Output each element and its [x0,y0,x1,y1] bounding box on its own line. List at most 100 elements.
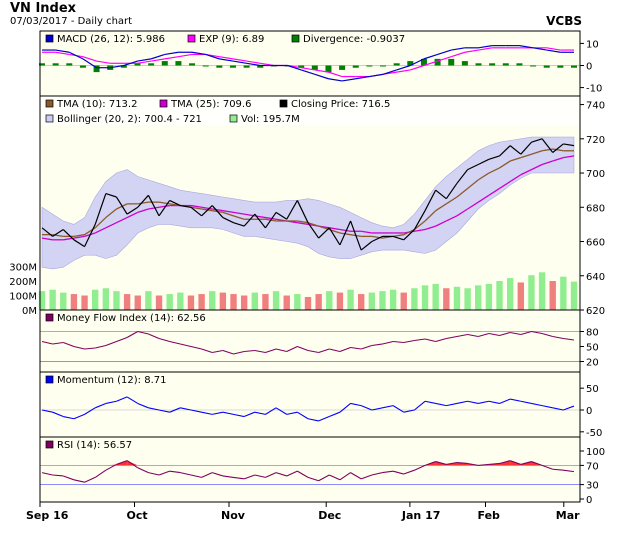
macd-exp-line-seg [410,64,425,71]
closing-price-line [41,138,575,251]
rsi-tick-label: 100 [586,447,605,458]
mfi-line-seg [95,344,106,349]
mfi-line-seg [275,348,287,353]
macd-line-seg [232,60,247,64]
closing-price-line-seg [211,205,224,218]
mfi-line-seg [222,349,234,355]
tma10-line-seg [435,203,447,212]
price-tick-label: 680 [586,203,605,214]
mfi-line-seg [403,339,415,344]
closing-price-line-seg [84,224,96,247]
panel-border-rsi [39,436,581,503]
rsi-line-seg [467,462,479,466]
volume-bar [134,295,141,310]
momentum-line-seg [350,402,362,407]
rsi-overbought-fill [105,464,117,466]
macd-exp-line-seg [137,60,152,64]
tma10-line-seg [105,208,117,219]
mfi-line-seg [105,340,117,347]
mfi-line-seg [307,349,319,354]
macd-line-seg [123,60,138,67]
tma10-line-seg [137,201,149,205]
rsi-line-seg [265,472,277,478]
mfi-tick-label: 20 [586,358,599,369]
tma25-line-seg [531,163,543,171]
rsi-line-seg [201,472,213,478]
momentum-tick-label: 50 [586,384,599,395]
rsi-legend-label: RSI (14): 56.57 [57,440,132,451]
mfi-line-seg [424,338,436,343]
tma25-line-seg [105,222,117,229]
mfi-line-seg [510,331,521,336]
closing-price-line-seg [467,163,479,171]
mfi-line-seg [520,330,532,336]
momentum-line-seg [541,405,553,409]
momentum-line-seg [212,411,223,415]
rsi-overbought-fill [127,460,138,466]
mfi-line-seg [488,332,500,337]
rsi-line-seg [318,474,330,482]
macd-divergence-bar [243,65,250,68]
mfi-line-seg [84,347,96,350]
rsi-line-seg [329,474,341,481]
closing-price-line-seg [73,239,85,248]
closing-price-line-seg [115,196,128,215]
macd-exp-line-seg [55,51,70,56]
tma25-line-seg [339,228,351,232]
tma10-line-seg [531,150,543,155]
momentum-line-seg [392,405,405,413]
closing-price-line-seg [392,235,404,241]
tma25-line-seg [158,204,170,208]
tma25-line-seg [212,208,223,212]
momentum-line-seg [233,413,245,418]
tma25-line-seg [329,227,341,231]
rsi-line-seg [371,472,383,476]
macd-exp-line-seg [246,60,261,64]
momentum-line-seg [158,409,170,413]
rsi-line-seg [63,475,75,481]
macd-line-seg [396,64,411,71]
x-axis-tick-label: Dec [318,509,341,522]
closing-price-line-seg [488,155,500,160]
mfi-line-seg [339,346,351,353]
mfi-line-seg [244,349,255,353]
tma25-line-seg [446,215,458,222]
volume-bar [102,288,110,310]
tma25-line [41,155,575,241]
volume-bar [283,295,290,310]
momentum-line-seg [84,407,96,415]
momentum-legend-label: Momentum (12): 8.71 [57,375,167,386]
macd-line-seg [478,45,493,49]
momentum-line-seg [265,407,277,415]
momentum-legend-swatch [45,375,54,384]
momentum-line-seg [329,411,341,418]
x-axis-tick-label: Jan 17 [401,509,440,522]
macd-line-seg [451,47,465,51]
macd-legend-swatch [187,34,196,43]
macd-divergence-bar [229,65,236,68]
momentum-line-seg [520,400,532,404]
rsi-line-seg [212,472,224,477]
price-tick-label: 740 [586,101,605,112]
macd-line-seg [532,47,547,51]
macd-divergence-bar [352,65,359,68]
macd-divergence-bar [489,63,496,66]
momentum-line-seg [360,405,373,411]
tma10-line-seg [467,179,479,189]
rsi-line-seg [286,470,298,477]
macd-divergence-bar [325,65,332,73]
macd-exp-line-seg [437,56,452,62]
tma10-line-seg [222,211,234,217]
rsi-line-seg [563,469,575,473]
momentum-line-seg [148,407,160,411]
closing-price-line-seg [403,229,415,241]
closing-price-line-seg [158,200,171,217]
closing-price-line-seg [318,227,330,239]
volume-bar [113,291,120,310]
momentum-line-seg [307,418,319,422]
mfi-line-seg [552,335,564,340]
tma10-line-seg [73,234,85,238]
mfi-line-seg [297,345,309,352]
tma25-line-seg [73,235,85,239]
